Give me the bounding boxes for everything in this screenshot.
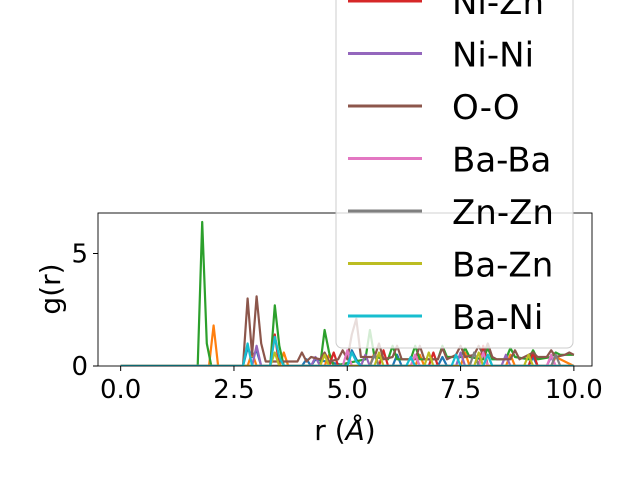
x-tick-label: 2.5 — [213, 375, 254, 405]
x-tick-label: 5.0 — [327, 375, 368, 405]
legend: Ni-Zn Ni-Ni O-O Ba-Ba Zn-Zn Ba-Zn Ba-Ni — [335, 0, 574, 349]
y-axis-ticks: 05 — [71, 240, 98, 382]
legend-label: Ba-Zn — [452, 246, 553, 286]
legend-label: Ni-Ni — [452, 36, 534, 76]
x-axis-ticks: 0.0 2.5 5.0 7.5 10.0 — [100, 366, 603, 405]
legend-label: Ni-Zn — [452, 0, 544, 23]
x-tick-label: 10.0 — [545, 375, 603, 405]
legend-label: Zn-Zn — [452, 193, 554, 233]
legend-label: Ba-Ba — [452, 141, 551, 181]
legend-label: Ba-Ni — [452, 298, 543, 338]
legend-entries: Ni-Zn Ni-Ni O-O Ba-Ba Zn-Zn Ba-Zn Ba-Ni — [348, 0, 554, 338]
series-line-9 — [120, 335, 574, 366]
series-line-5 — [120, 295, 575, 366]
x-tick-label: 0.0 — [100, 375, 141, 405]
x-axis-label: r (Å) — [314, 413, 375, 447]
series-line-7 — [120, 351, 574, 366]
y-tick-label: 5 — [71, 240, 88, 270]
y-axis-label: g(r) — [34, 263, 67, 314]
legend-box — [335, 0, 574, 349]
y-tick-label: 0 — [71, 352, 88, 382]
legend-label: O-O — [452, 88, 520, 128]
x-tick-label: 7.5 — [440, 375, 481, 405]
series-line-6 — [120, 349, 574, 366]
